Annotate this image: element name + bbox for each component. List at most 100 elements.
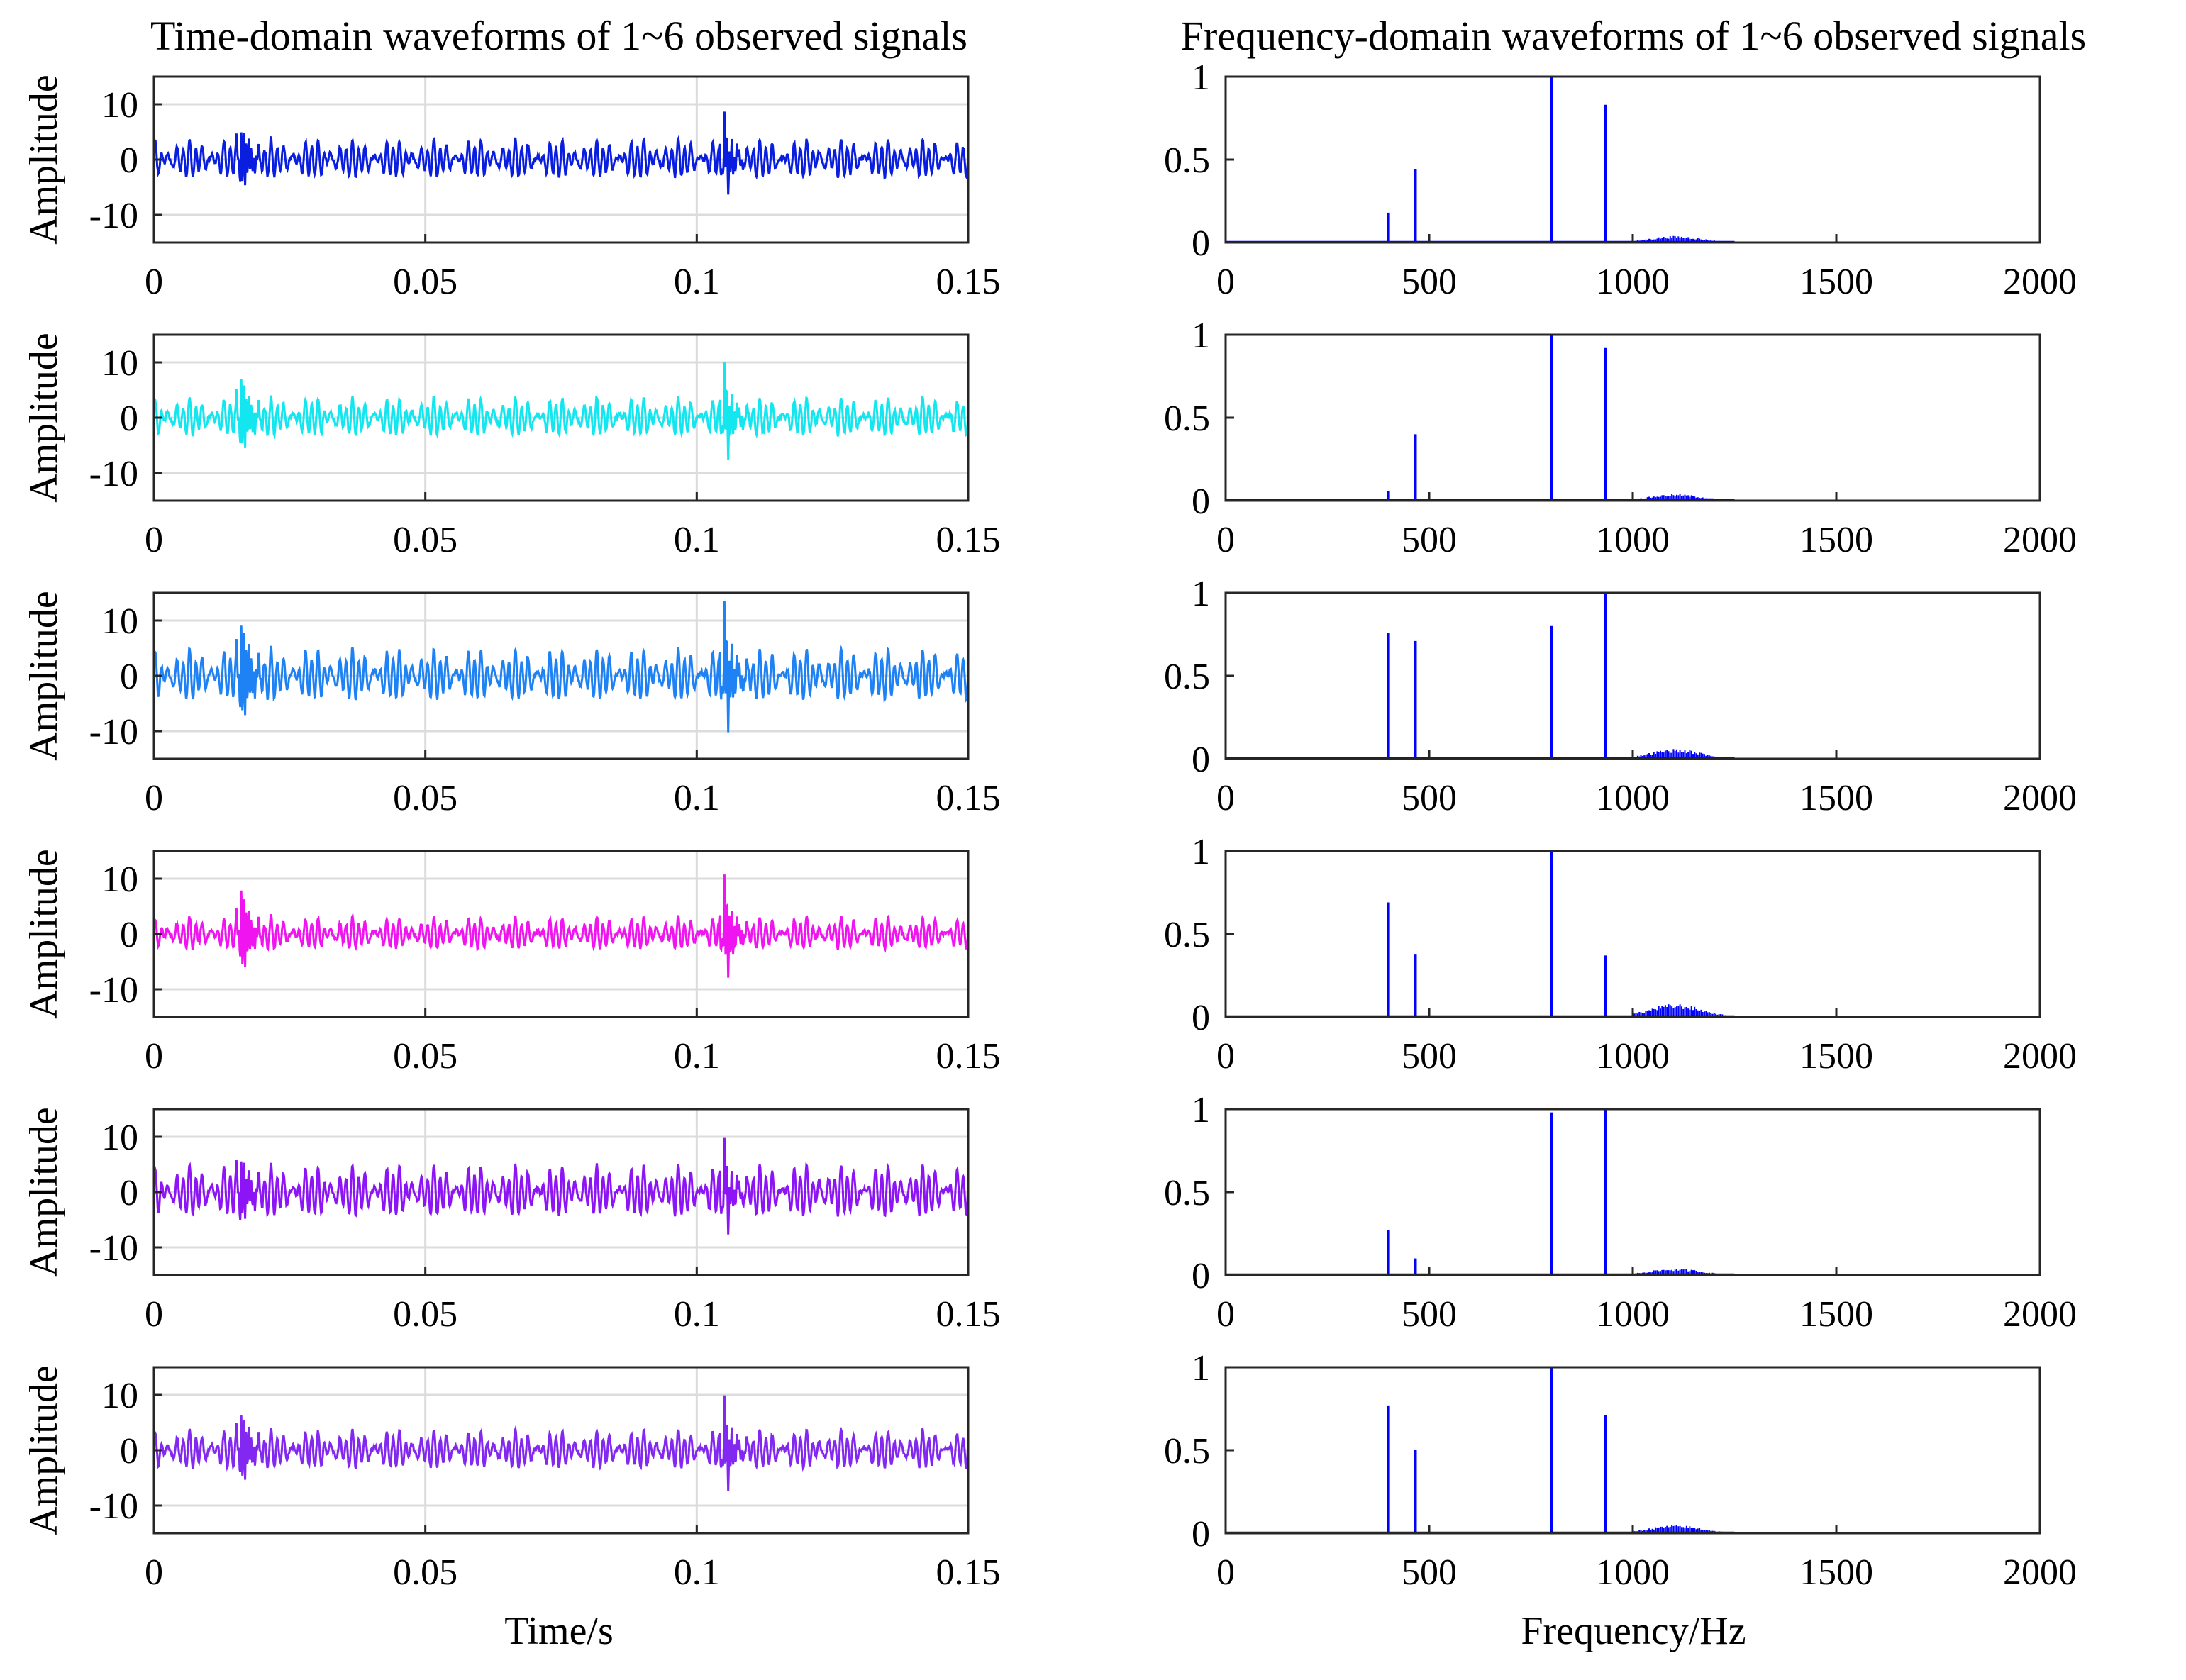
frequency-y-tick-label: 1	[1192, 1090, 1210, 1130]
time-x-tick-label: 0.15	[936, 778, 1001, 818]
time-y-tick-label: 10	[101, 1376, 138, 1416]
time-y-tick-label: 0	[120, 140, 138, 181]
frequency-y-tick-label: 1	[1192, 832, 1210, 872]
frequency-axes-box	[1224, 1108, 2041, 1276]
time-x-tick-label: 0	[145, 778, 163, 818]
frequency-x-tick-label: 1000	[1596, 1552, 1670, 1593]
time-x-tick-label: 0.05	[393, 262, 457, 302]
time-waveform-5	[152, 1137, 970, 1235]
time-y-tick-label: 0	[120, 657, 138, 697]
time-waveform-3	[152, 601, 970, 733]
frequency-y-tick-label: 0	[1192, 1514, 1210, 1554]
frequency-panel-2: 0 500 1000 1500 2000 1 0.5 0	[1164, 316, 2077, 560]
time-waveform-1	[152, 111, 970, 195]
frequency-x-tick-label: 500	[1402, 778, 1457, 818]
time-x-tick-label: 0	[145, 1294, 163, 1335]
frequency-x-tick-label: 0	[1216, 778, 1235, 818]
frequency-x-tick-label: 2000	[2003, 262, 2077, 302]
frequency-y-tick-label: 0.5	[1164, 915, 1210, 955]
time-y-tick-label: 10	[101, 601, 138, 642]
time-y-axis-label: Amplitude	[22, 849, 66, 1019]
frequency-y-tick-label: 0	[1192, 482, 1210, 522]
time-x-tick-label: 0.1	[674, 778, 720, 818]
frequency-y-tick-label: 0	[1192, 223, 1210, 264]
frequency-panel-4: 0 500 1000 1500 2000 1 0.5 0	[1164, 832, 2077, 1077]
time-waveform-6	[152, 1395, 970, 1491]
frequency-x-tick-label: 2000	[2003, 1036, 2077, 1077]
time-y-tick-label: -10	[89, 712, 138, 752]
frequency-x-tick-label: 1500	[1799, 778, 1873, 818]
time-waveform-4	[152, 874, 970, 978]
frequency-y-tick-label: 1	[1192, 1348, 1210, 1389]
frequency-x-tick-label: 500	[1402, 520, 1457, 560]
frequency-y-tick-label: 0	[1192, 1256, 1210, 1296]
time-x-tick-label: 0	[145, 262, 163, 302]
frequency-x-tick-label: 1000	[1596, 520, 1670, 560]
frequency-x-tick-label: 0	[1216, 520, 1235, 560]
frequency-x-tick-label: 0	[1216, 1552, 1235, 1593]
frequency-axes-box	[1224, 333, 2041, 502]
frequency-x-tick-label: 0	[1216, 262, 1235, 302]
time-y-tick-label: 0	[120, 1431, 138, 1472]
frequency-x-tick-label: 0	[1216, 1294, 1235, 1335]
time-y-axis-label: Amplitude	[22, 1365, 66, 1535]
time-x-tick-label: 0.05	[393, 778, 457, 818]
time-y-tick-label: -10	[89, 1228, 138, 1269]
time-x-tick-label: 0.05	[393, 520, 457, 560]
time-x-tick-label: 0.15	[936, 262, 1001, 302]
frequency-x-tick-label: 1000	[1596, 1294, 1670, 1335]
frequency-x-tick-label: 1000	[1596, 778, 1670, 818]
frequency-x-tick-label: 2000	[2003, 778, 2077, 818]
frequency-x-axis-label: Frequency/Hz	[1521, 1609, 1746, 1653]
time-y-tick-label: 10	[101, 85, 138, 126]
frequency-x-tick-label: 1500	[1799, 1552, 1873, 1593]
time-x-tick-label: 0	[145, 1552, 163, 1593]
frequency-y-tick-label: 0.5	[1164, 1431, 1210, 1472]
frequency-y-tick-label: 0.5	[1164, 399, 1210, 439]
time-x-tick-label: 0	[145, 1036, 163, 1077]
frequency-panel-3: 0 500 1000 1500 2000 1 0.5 0	[1164, 574, 2077, 818]
time-x-tick-label: 0.05	[393, 1294, 457, 1335]
frequency-axes-box	[1224, 1366, 2041, 1535]
time-x-tick-label: 0.1	[674, 262, 720, 302]
time-x-tick-label: 0.1	[674, 1552, 720, 1593]
frequency-y-tick-label: 1	[1192, 57, 1210, 98]
frequency-x-tick-label: 1000	[1596, 262, 1670, 302]
time-y-axis-label: Amplitude	[22, 1107, 66, 1277]
frequency-x-tick-label: 1000	[1596, 1036, 1670, 1077]
frequency-x-tick-label: 2000	[2003, 1294, 2077, 1335]
time-y-tick-label: 0	[120, 1173, 138, 1213]
frequency-x-tick-label: 1500	[1799, 520, 1873, 560]
frequency-y-tick-label: 1	[1192, 316, 1210, 356]
time-y-tick-label: 0	[120, 399, 138, 439]
frequency-y-tick-label: 0	[1192, 998, 1210, 1038]
time-x-tick-label: 0	[145, 520, 163, 560]
time-y-tick-label: 10	[101, 1118, 138, 1158]
frequency-x-tick-label: 0	[1216, 1036, 1235, 1077]
frequency-panel-5: 0 500 1000 1500 2000 1 0.5 0	[1164, 1090, 2077, 1335]
time-x-tick-label: 0.15	[936, 1552, 1001, 1593]
time-x-tick-label: 0.1	[674, 1294, 720, 1335]
frequency-x-tick-label: 500	[1402, 1552, 1457, 1593]
frequency-y-tick-label: 0.5	[1164, 657, 1210, 697]
time-y-tick-label: 10	[101, 860, 138, 900]
time-y-tick-label: 10	[101, 343, 138, 384]
time-domain-title: Time-domain waveforms of 1~6 observed si…	[150, 13, 967, 59]
time-y-axis-label: Amplitude	[22, 591, 66, 761]
time-x-tick-label: 0.1	[674, 1036, 720, 1077]
time-waveform-2	[152, 362, 970, 460]
frequency-y-tick-label: 0.5	[1164, 1173, 1210, 1213]
time-x-tick-label: 0.05	[393, 1036, 457, 1077]
frequency-axes-box	[1224, 75, 2041, 244]
frequency-y-tick-label: 1	[1192, 574, 1210, 614]
frequency-x-tick-label: 1500	[1799, 262, 1873, 302]
time-y-tick-label: -10	[89, 196, 138, 236]
